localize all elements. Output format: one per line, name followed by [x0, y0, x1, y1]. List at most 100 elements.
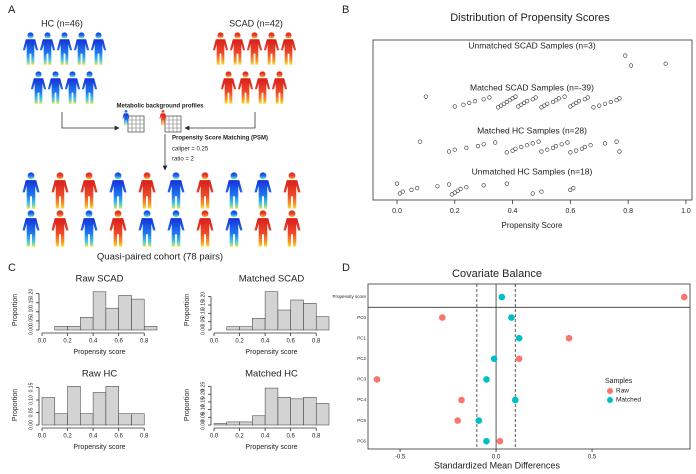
point: [568, 104, 573, 109]
point: [454, 417, 461, 424]
y-tick-label: 0.20: [200, 292, 206, 302]
x-tick-label: 0.0: [492, 455, 501, 461]
point: [472, 98, 478, 104]
person-icon: [138, 210, 156, 247]
point: [524, 143, 530, 148]
point: [464, 145, 469, 150]
point: [516, 104, 521, 109]
histogram-bar: [80, 413, 94, 426]
point: [446, 182, 452, 187]
point: [553, 144, 559, 149]
point: [545, 101, 550, 106]
x-tick-label: 0.8: [312, 339, 321, 345]
y-tick-label: 0.00: [200, 420, 206, 430]
group-label: Matched HC Samples (n=28): [477, 125, 587, 135]
point: [458, 396, 465, 404]
point: [510, 96, 515, 101]
histogram-bar: [303, 397, 317, 426]
histogram-bar: [315, 403, 330, 426]
chart-title: Distribution of Propensity Scores: [450, 12, 610, 24]
chart-title: Raw SCAD: [75, 274, 123, 285]
y-tick-label: 0.10: [200, 308, 206, 318]
point: [409, 187, 414, 192]
legend-title: Samples: [605, 378, 633, 385]
x-tick-label: 1.0: [681, 208, 691, 215]
histogram-bar: [105, 386, 119, 426]
point: [585, 95, 590, 100]
person-icon: [80, 172, 98, 209]
y-tick-label: PC5: [357, 418, 366, 423]
point: [574, 148, 579, 153]
histogram-bar: [67, 386, 81, 426]
point: [597, 103, 602, 108]
person-icon: [109, 172, 127, 209]
point: [504, 150, 509, 155]
legend-label: Raw: [616, 388, 629, 395]
x-tick-label: 0.8: [312, 434, 321, 440]
point: [490, 355, 498, 363]
panel-letter: D: [342, 262, 350, 274]
y-tick-label: 0.20: [200, 389, 206, 399]
y-tick-label: 0.00: [28, 325, 34, 335]
x-axis-label: Propensity Score: [502, 221, 563, 230]
point: [550, 145, 556, 150]
person-icon: [280, 32, 297, 65]
point: [602, 141, 608, 146]
plot-frame: [372, 39, 693, 201]
histogram-bar: [118, 413, 132, 426]
point: [513, 146, 518, 151]
person-icon: [263, 32, 280, 65]
x-tick-label: 0.4: [261, 434, 270, 440]
point: [510, 148, 515, 153]
profile-grids: [122, 110, 182, 133]
point: [464, 185, 469, 190]
point: [496, 105, 501, 110]
point: [571, 186, 576, 191]
point: [614, 98, 619, 103]
person-icon: [246, 32, 263, 65]
y-axis-label: Proportion: [184, 294, 191, 326]
point: [423, 94, 428, 99]
histogram-bar: [252, 318, 266, 331]
person-icon: [30, 71, 47, 104]
histogram-bar: [80, 317, 94, 331]
person-icon: [229, 32, 246, 65]
y-tick-label: 0.20: [28, 289, 34, 299]
point: [511, 396, 519, 404]
point: [435, 184, 440, 189]
point: [617, 149, 622, 154]
point: [617, 96, 622, 101]
cohort-label: Quasi-paired cohort (78 pairs): [97, 252, 223, 263]
histogram-bar: [143, 326, 158, 331]
point: [504, 181, 509, 186]
person-icon: [167, 172, 185, 209]
x-tick-label: 0.2: [235, 339, 244, 345]
histogram-bar: [131, 413, 145, 426]
point: [568, 187, 573, 192]
point: [524, 98, 530, 104]
point: [475, 417, 483, 424]
point: [449, 192, 454, 197]
point: [487, 95, 492, 100]
person-icon: [80, 210, 98, 247]
point: [475, 144, 480, 149]
person-icon: [254, 172, 272, 209]
point: [508, 314, 515, 321]
x-tick-label: 0.2: [235, 434, 244, 440]
point: [576, 98, 582, 104]
point: [591, 105, 596, 110]
point: [519, 144, 524, 150]
y-tick-label: PC6: [357, 438, 366, 443]
point: [539, 149, 544, 154]
point: [455, 188, 460, 193]
x-tick-label: 0.8: [140, 434, 149, 440]
person-icon: [73, 32, 90, 65]
y-tick-label: Propensity score: [332, 294, 366, 299]
y-tick-label: 0.15: [28, 382, 34, 392]
histogram-bar: [252, 415, 266, 426]
point: [565, 140, 570, 145]
x-tick-label: 0.6: [286, 339, 295, 345]
x-axis-label: Propensity score: [73, 349, 125, 356]
y-axis-label: Proportion: [12, 294, 19, 326]
hc-label: HC (n=46): [41, 18, 83, 28]
